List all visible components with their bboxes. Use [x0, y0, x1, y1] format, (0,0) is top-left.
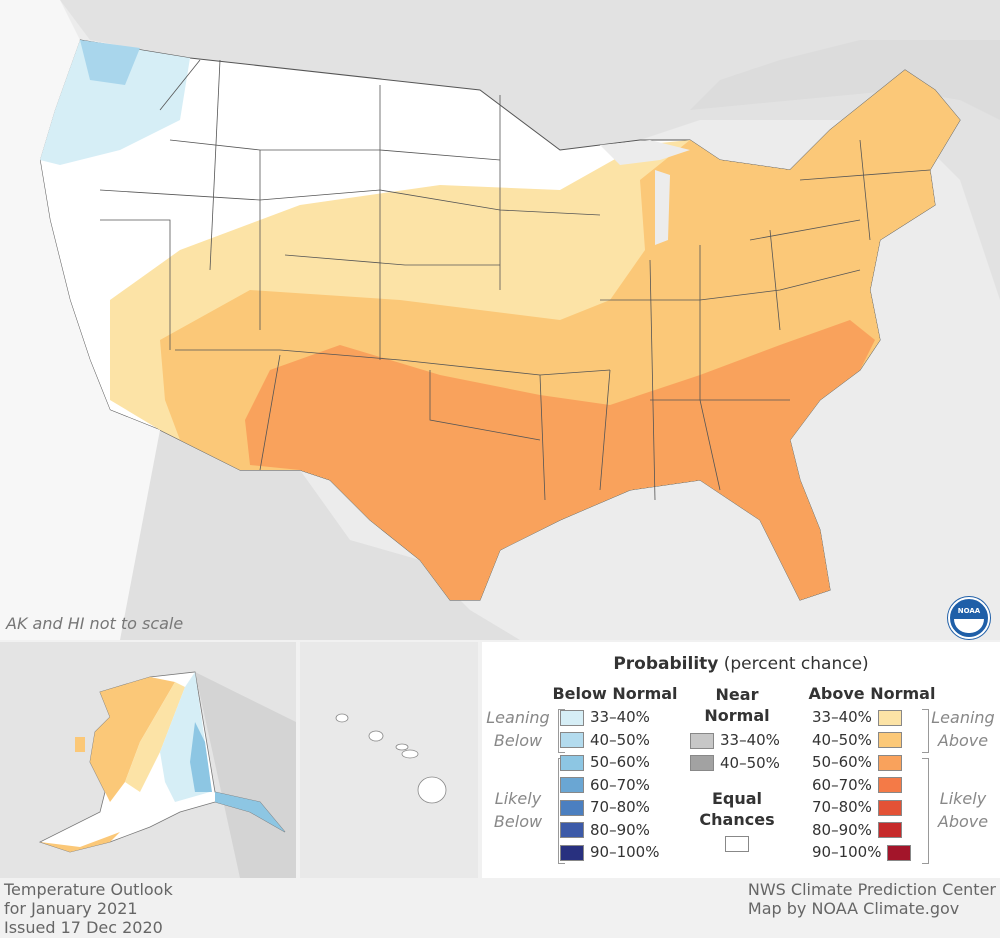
equal-chances-swatch: [725, 836, 749, 852]
above-normal-label: 40–50%: [812, 730, 872, 749]
below-normal-swatch: [560, 822, 584, 838]
above-normal-label: 70–80%: [812, 798, 872, 816]
below-normal-swatch: [560, 709, 584, 726]
above-normal-swatch: [877, 777, 902, 793]
credit-cpc: NWS Climate Prediction Center: [747, 880, 996, 899]
above-normal-row: 40–50%: [812, 731, 902, 751]
below-normal-row: 70–80%: [560, 798, 650, 818]
above-normal-label: 60–70%: [812, 775, 872, 794]
near-normal-label: 40–50%: [720, 753, 780, 772]
above-normal-swatch: [877, 822, 902, 838]
below-normal-header: Below Normal: [552, 684, 678, 703]
above-normal-row: 33–40%: [812, 708, 902, 728]
above-normal-swatch: [877, 709, 902, 726]
below-normal-label: 50–60%: [590, 753, 650, 771]
outlook-info: Temperature Outlook for January 2021 Iss…: [4, 880, 173, 937]
below-normal-swatch: [560, 732, 584, 748]
noaa-logo: NOAA: [948, 597, 990, 639]
below-normal-swatch: [560, 844, 584, 861]
above-normal-swatch: [887, 844, 912, 861]
near-normal-swatch: [690, 755, 714, 771]
below-normal-row: 90–100%: [560, 843, 659, 863]
conus-map: AK and HI not to scale NOAA: [0, 0, 1000, 640]
near-normal-header: Near Normal: [704, 685, 770, 725]
hawaii-inset: [300, 642, 478, 878]
near-normal-swatch: [690, 732, 714, 749]
above-normal-label: 90–100%: [812, 843, 882, 861]
above-normal-header: Above Normal: [808, 684, 936, 703]
outlook-period: for January 2021: [4, 899, 138, 918]
below-normal-row: 33–40%: [560, 708, 650, 728]
above-normal-row: 70–80%: [812, 798, 902, 818]
scale-note: AK and HI not to scale: [6, 614, 184, 633]
alaska-map-graphic: [38, 671, 296, 878]
alaska-inset: [0, 642, 296, 878]
noaa-logo-text: NOAA: [957, 607, 981, 615]
above-normal-swatch: [877, 732, 902, 748]
below-normal-row: 40–50%: [560, 731, 650, 751]
above-normal-row: 60–70%: [812, 776, 902, 796]
near-normal-row: 40–50%: [690, 754, 780, 774]
below-normal-label: 40–50%: [590, 730, 650, 749]
likely-above-label: Likely Above: [937, 789, 989, 831]
below-normal-label: 90–100%: [590, 843, 660, 861]
likely-below-label: Likely Below: [493, 789, 543, 831]
below-normal-swatch: [560, 799, 584, 816]
above-5060-region: [245, 320, 875, 600]
hawaii-map-graphic: [335, 713, 447, 804]
outlook-title: Temperature Outlook: [4, 880, 173, 899]
below-normal-row: 80–90%: [560, 821, 650, 841]
credits: NWS Climate Prediction Center Map by NOA…: [748, 880, 996, 918]
below-normal-swatch: [560, 754, 584, 771]
legend-title: Probability (percent chance): [613, 654, 869, 674]
equal-chances-header: Equal Chances: [699, 789, 775, 829]
issue-date: Issued 17 Dec 2020: [4, 918, 163, 937]
above-normal-label: 80–90%: [812, 820, 872, 839]
leaning-below-label: Leaning Below: [486, 708, 550, 750]
above-normal-swatch: [877, 754, 902, 771]
conus-map-graphic: [0, 0, 1000, 640]
below-normal-label: 80–90%: [590, 820, 650, 839]
near-normal-row: 33–40%: [690, 731, 780, 751]
above-normal-row: 80–90%: [812, 821, 902, 841]
below-normal-region: [40, 40, 190, 165]
above-normal-row: 90–100%: [812, 843, 912, 863]
below-normal-label: 33–40%: [590, 708, 650, 726]
below-normal-swatch: [560, 777, 584, 793]
state-boundaries: [99, 59, 931, 501]
above-normal-row: 50–60%: [812, 753, 902, 773]
below-normal-label: 70–80%: [590, 798, 650, 816]
above-normal-label: 33–40%: [812, 708, 872, 726]
near-normal-label: 33–40%: [720, 731, 780, 749]
above-normal-label: 50–60%: [812, 753, 872, 771]
leaning-above-label: Leaning Above: [931, 708, 995, 750]
below-normal-row: 50–60%: [560, 753, 650, 773]
credit-climate-gov: Map by NOAA Climate.gov: [747, 899, 960, 918]
below-normal-row: 60–70%: [560, 776, 650, 796]
above-normal-swatch: [877, 799, 902, 816]
legend: Probability (percent chance) Below Norma…: [482, 642, 1000, 878]
below-normal-label: 60–70%: [590, 775, 650, 794]
